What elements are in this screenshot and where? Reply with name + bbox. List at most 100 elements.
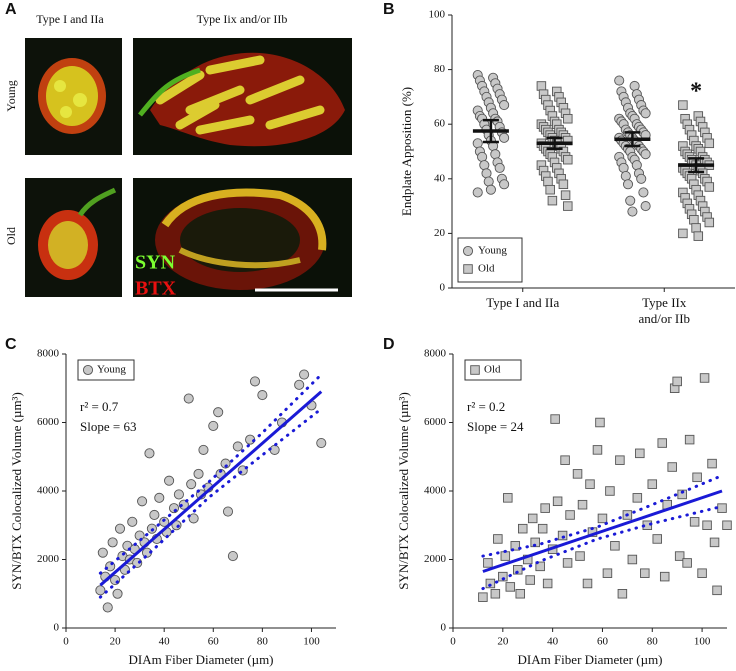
x-tick-label: and/or IIb	[638, 311, 690, 326]
square-marker	[717, 503, 727, 513]
micrograph	[25, 178, 122, 297]
square-marker	[543, 176, 553, 187]
circle-marker	[627, 206, 638, 217]
square-marker	[652, 534, 663, 544]
circle-marker	[614, 75, 625, 86]
circle-marker	[636, 173, 647, 184]
circle-marker	[631, 160, 642, 171]
square-marker	[577, 499, 588, 510]
square-marker	[493, 534, 503, 544]
y-tick-label: 2000	[424, 553, 447, 565]
square-marker	[691, 223, 701, 233]
y-tick-label: 0	[441, 622, 447, 634]
panel-label: B	[383, 1, 395, 18]
square-marker	[684, 434, 695, 445]
panel-label: D	[383, 336, 395, 353]
x-axis-title: DIAm Fiber Diameter (µm)	[517, 652, 662, 667]
square-marker	[659, 571, 670, 582]
panel-label: A	[5, 1, 17, 18]
square-marker	[560, 455, 570, 465]
legend-label: Young	[478, 245, 507, 257]
circle-marker	[222, 506, 234, 517]
circle-marker	[490, 149, 501, 160]
square-marker	[677, 489, 687, 500]
circle-marker	[269, 444, 280, 455]
square-marker	[540, 503, 550, 513]
x-tick-label: 100	[303, 636, 320, 648]
stain-label: SYN	[135, 252, 176, 274]
square-marker	[515, 589, 526, 599]
y-axis-title: SYN/BTX Colocalized Volume (µm³)	[396, 392, 411, 590]
square-marker	[485, 578, 496, 589]
circle-marker	[462, 245, 474, 257]
circle-marker	[640, 108, 651, 119]
square-marker	[693, 231, 704, 241]
square-marker	[536, 81, 547, 91]
square-marker	[689, 517, 700, 527]
square-marker	[704, 182, 715, 192]
legend: Young	[77, 359, 135, 381]
ci-line	[481, 474, 724, 558]
circle-marker	[638, 187, 649, 198]
circle-marker	[232, 441, 243, 452]
square-marker	[535, 561, 545, 572]
panel: B 0 20 40 60 80 100 Endplate Apposition (%) Type…	[383, 1, 735, 326]
square-marker	[595, 417, 605, 428]
square-marker	[585, 479, 595, 489]
x-tick-label: 0	[450, 636, 456, 648]
circle-marker	[316, 437, 327, 449]
circle-marker	[97, 547, 108, 558]
circle-marker	[183, 393, 194, 404]
square-marker	[722, 520, 732, 531]
significance: *	[690, 79, 702, 105]
circle-marker	[227, 551, 238, 562]
column-title: Type I and IIa	[36, 12, 104, 26]
circle-marker	[618, 162, 629, 173]
y-axis-title: Endplate Apposition (%)	[399, 87, 414, 216]
x-tick-label: Type IIx	[642, 295, 687, 310]
square-marker	[527, 513, 538, 524]
circle-marker	[112, 588, 123, 599]
y-tick-label: 6000	[424, 416, 447, 428]
square-marker	[582, 578, 593, 589]
square-marker	[697, 568, 707, 578]
square-marker	[562, 558, 573, 568]
circle-marker	[154, 492, 165, 503]
legend-box	[457, 237, 523, 283]
circle-marker	[629, 80, 640, 92]
square-marker	[632, 493, 643, 503]
legend-label: Old	[484, 364, 501, 376]
circle-marker	[499, 100, 510, 111]
circle-marker	[640, 201, 651, 212]
square-marker	[498, 571, 508, 582]
square-marker	[557, 530, 568, 541]
square-marker	[704, 138, 715, 149]
circle-marker	[188, 513, 199, 524]
square-marker	[678, 228, 688, 239]
square-marker	[572, 469, 583, 479]
y-axis-title: SYN/BTX Colocalized Volume (µm³)	[9, 392, 24, 590]
square-marker	[563, 154, 573, 165]
circle-marker	[144, 448, 155, 459]
square-marker	[513, 565, 523, 575]
square-marker	[635, 448, 645, 459]
square-marker	[463, 264, 473, 274]
square-marker	[550, 414, 560, 424]
square-marker	[547, 195, 558, 206]
panel: C 0 2000 4000 6000 8000 SYN/BTX Colocalized Vo…	[5, 336, 336, 667]
square-marker	[537, 523, 548, 534]
square-marker	[530, 537, 540, 548]
y-tick-label: 20	[434, 227, 446, 239]
square-marker	[699, 373, 710, 383]
square-marker	[704, 217, 715, 228]
square-marker	[667, 462, 677, 472]
micrograph	[25, 38, 122, 155]
circle-marker	[622, 179, 634, 190]
square-marker	[610, 541, 620, 551]
square-marker	[672, 376, 682, 387]
square-marker	[517, 523, 528, 534]
y-tick-label: 6000	[37, 416, 60, 428]
square-marker	[563, 201, 573, 211]
x-tick-label: 60	[597, 636, 609, 648]
